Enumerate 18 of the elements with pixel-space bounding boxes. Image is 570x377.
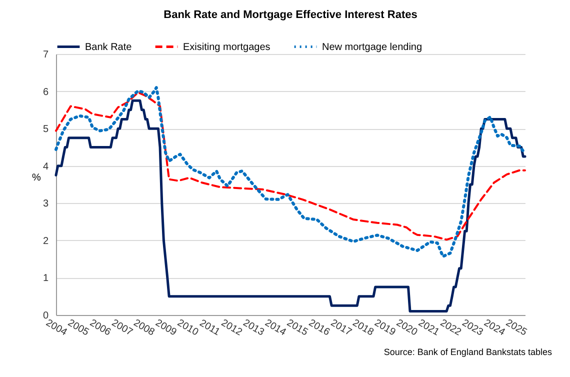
y-tick-label: 1 <box>42 273 49 284</box>
legend-label: New mortgage lending <box>322 42 422 53</box>
y-tick-label: 4 <box>42 161 49 172</box>
y-tick-label: 2 <box>42 236 49 247</box>
y-tick-label: 3 <box>42 198 49 210</box>
source-note: Source: Bank of England Bankstats tables <box>384 347 552 357</box>
y-tick-label: 6 <box>42 86 49 98</box>
x-tick-label: 2011 <box>198 318 222 338</box>
y-tick-label: 0 <box>42 310 49 322</box>
legend-label: Bank Rate <box>85 42 132 53</box>
line-series <box>54 99 526 313</box>
x-tick-label: 2010 <box>175 318 200 338</box>
legend-label: Exisiting mortgages <box>183 42 270 53</box>
y-axis-title: % <box>32 172 42 184</box>
chart-title: Bank Rate and Mortgage Effective Interest Rates <box>164 9 418 21</box>
x-tick-label: 2025 <box>504 318 529 338</box>
y-tick-label: 7 <box>42 50 49 60</box>
y-tick-label: 5 <box>42 124 49 136</box>
